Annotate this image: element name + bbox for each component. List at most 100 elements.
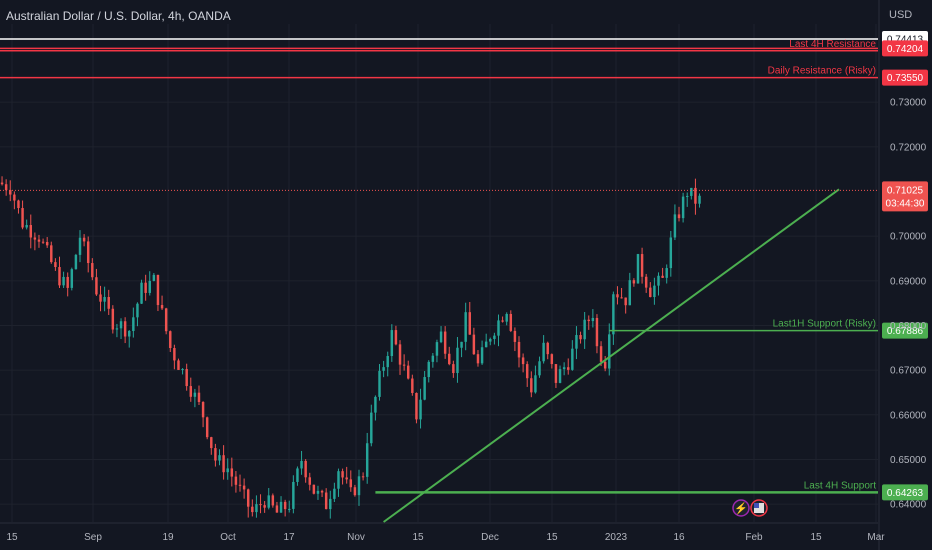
candle[interactable] [246,489,250,507]
candle[interactable] [398,344,402,365]
candle[interactable] [415,392,418,420]
candle[interactable] [152,274,156,281]
event-icons[interactable]: ⚡ [732,499,768,517]
candle[interactable] [21,208,24,228]
candle[interactable] [304,460,307,478]
candle[interactable] [603,361,607,369]
candle[interactable] [698,195,701,204]
candle[interactable] [690,187,693,196]
candles[interactable] [0,176,701,519]
candle[interactable] [181,369,184,371]
candle[interactable] [82,237,86,242]
candle[interactable] [632,280,636,284]
candle[interactable] [530,378,533,393]
candle[interactable] [136,303,139,318]
price-axis[interactable]: 0.73000 0.72000 0.70000 0.69000 0.68000 0.670… [878,0,927,550]
candle[interactable] [513,330,517,342]
candle[interactable] [74,254,78,270]
candle[interactable] [300,460,303,469]
candle[interactable] [374,396,377,413]
candle[interactable] [550,354,554,365]
candle[interactable] [390,330,394,357]
candle[interactable] [271,495,275,506]
candle[interactable] [595,317,599,347]
current-price-tag[interactable] [882,181,928,212]
candle[interactable] [91,263,94,278]
candle[interactable] [54,262,57,268]
candle[interactable] [649,287,652,298]
candle[interactable] [58,267,61,286]
candle[interactable] [267,495,270,508]
candle[interactable] [279,501,283,513]
candle[interactable] [505,313,508,322]
price-tag[interactable] [882,40,928,57]
candle[interactable] [431,355,435,362]
candle[interactable] [554,364,558,383]
candle[interactable] [263,505,266,508]
candle[interactable] [624,297,627,306]
candle[interactable] [571,348,574,370]
candle[interactable] [599,346,603,362]
candle[interactable] [107,297,110,309]
candle[interactable] [357,476,361,496]
candle[interactable] [673,214,677,238]
candle[interactable] [341,471,344,478]
candle[interactable] [41,241,45,243]
candle[interactable] [423,377,426,400]
candle[interactable] [583,319,586,340]
candle[interactable] [620,297,623,299]
candle[interactable] [119,321,123,329]
candle[interactable] [50,245,53,263]
candle[interactable] [448,353,451,365]
candle[interactable] [185,369,188,387]
candle[interactable] [525,364,529,379]
lightning-icon[interactable] [732,499,750,517]
candle[interactable] [337,471,340,489]
candle[interactable] [308,477,311,485]
candle[interactable] [489,338,492,342]
candle[interactable] [657,275,660,286]
candle[interactable] [9,190,12,195]
candle[interactable] [234,476,238,485]
candle[interactable] [616,294,619,298]
trendline[interactable] [383,188,840,523]
candle[interactable] [349,479,353,488]
candle[interactable] [493,335,496,339]
candle[interactable] [13,194,16,201]
candle[interactable] [378,370,381,397]
candle[interactable] [694,187,697,204]
candle[interactable] [443,331,447,354]
candle[interactable] [456,347,459,374]
candle[interactable] [62,276,65,286]
candle[interactable] [435,342,439,356]
candle[interactable] [677,214,681,219]
price-tag[interactable] [882,322,928,339]
candle[interactable] [132,317,135,331]
candle[interactable] [128,330,131,337]
candle[interactable] [177,360,180,370]
candle[interactable] [402,364,406,366]
candle[interactable] [464,312,467,342]
candle[interactable] [99,294,102,302]
candle[interactable] [636,254,640,284]
candle[interactable] [353,487,357,496]
candle[interactable] [653,285,656,298]
candle[interactable] [210,437,213,449]
candle[interactable] [255,504,258,513]
candle[interactable] [218,455,221,461]
candle[interactable] [0,182,4,185]
candle[interactable] [292,481,295,509]
candle[interactable] [148,280,151,293]
candle[interactable] [575,335,578,349]
candle[interactable] [312,484,316,494]
candle[interactable] [140,282,143,304]
candle[interactable] [238,484,242,486]
candle[interactable] [214,448,217,461]
candle[interactable] [546,342,549,355]
candle[interactable] [205,417,209,438]
candle[interactable] [612,294,615,335]
candle[interactable] [333,488,336,499]
candle[interactable] [480,347,484,364]
candle[interactable] [288,508,291,510]
